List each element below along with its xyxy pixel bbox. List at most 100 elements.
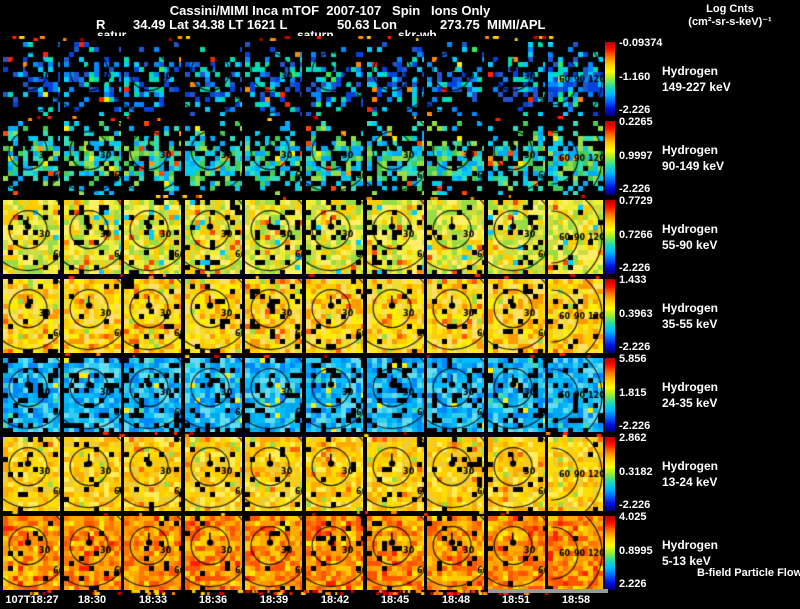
colorbar [605, 437, 615, 511]
event-tick-strip [3, 353, 604, 358]
colorbar-title-line2: (cm²-sr-s-keV)⁻¹ [688, 16, 772, 28]
heatmap-panel [306, 42, 363, 116]
heatmap-panel [367, 42, 424, 116]
time-axis-label: 18:30 [77, 594, 107, 606]
heatmap-panel [245, 358, 302, 432]
colorbar-scale-mid: 1.815 [619, 387, 647, 399]
time-axis-label: 18:51 [501, 594, 531, 606]
colorbar-scale-top: 0.7729 [619, 195, 653, 207]
heatmap-panel [245, 516, 302, 590]
heatmap-panel [488, 516, 545, 590]
heatmap-panel [367, 121, 424, 195]
heatmap-panel-wide [548, 358, 603, 432]
heatmap-panel [64, 121, 121, 195]
colorbar-scale-bottom: -2.226 [619, 420, 651, 432]
event-tick-strip-top [3, 36, 604, 41]
colorbar-scale-top: 5.856 [619, 353, 647, 365]
row-energy-label: 5-13 keV [662, 554, 711, 568]
heatmap-panel [124, 516, 181, 590]
heatmap-panel [427, 42, 484, 116]
heatmap-panel [3, 358, 60, 432]
colorbar-scale-mid: 0.3963 [619, 308, 653, 320]
colorbar [605, 121, 615, 195]
colorbar-scale-mid: 0.8995 [619, 545, 653, 557]
heatmap-panel-wide [548, 437, 603, 511]
heatmap-panel [64, 42, 121, 116]
row-species-label: Hydrogen [662, 64, 719, 78]
colorbar-title-line1: Log Cnts [706, 3, 754, 15]
colorbar [605, 516, 615, 590]
heatmap-panel [367, 200, 424, 274]
heatmap-panel-wide [548, 42, 603, 116]
colorbar-scale-mid: 0.7266 [619, 229, 653, 241]
heatmap-panel [124, 42, 181, 116]
figure-title: Cassini/MIMI Inca mTOF 2007-107 Spin Ion… [169, 3, 491, 18]
colorbar-scale-top: -0.09374 [619, 37, 663, 49]
row-energy-label: 55-90 keV [662, 238, 718, 252]
heatmap-panel [185, 437, 242, 511]
heatmap-panel [488, 437, 545, 511]
row-energy-label: 13-24 keV [662, 475, 718, 489]
heatmap-panel [488, 358, 545, 432]
ephemeris-r-lat-lt: 34.49 Lat 34.38 LT 1621 L [133, 17, 288, 32]
event-tick-strip [3, 432, 604, 437]
heatmap-panel [427, 279, 484, 353]
gray-bar [488, 589, 608, 593]
row-species-label: Hydrogen [662, 143, 719, 157]
heatmap-panel [185, 279, 242, 353]
colorbar-scale-bottom: -2.226 [619, 104, 651, 116]
row-species-label: Hydrogen [662, 459, 719, 473]
heatmap-panel-wide [548, 121, 603, 195]
time-axis-label: 18:39 [259, 594, 289, 606]
heatmap-panel [306, 121, 363, 195]
heatmap-panel [427, 200, 484, 274]
heatmap-panel [245, 200, 302, 274]
heatmap-panel [124, 121, 181, 195]
colorbar [605, 358, 615, 432]
row-energy-label: 24-35 keV [662, 396, 718, 410]
colorbar-scale-bottom: -2.226 [619, 341, 651, 353]
heatmap-panel [124, 437, 181, 511]
heatmap-panel [3, 516, 60, 590]
heatmap-panel [245, 437, 302, 511]
heatmap-panel [3, 279, 60, 353]
time-axis-label: 18:42 [320, 594, 350, 606]
heatmap-panel [124, 200, 181, 274]
heatmap-panel [306, 200, 363, 274]
heatmap-panel [3, 437, 60, 511]
row-energy-label: 149-227 keV [662, 80, 731, 94]
heatmap-panel [306, 516, 363, 590]
row-energy-label: 35-55 keV [662, 317, 718, 331]
colorbar [605, 42, 615, 116]
heatmap-panel [245, 42, 302, 116]
heatmap-panel [427, 516, 484, 590]
time-axis-label: 18:48 [441, 594, 471, 606]
colorbar-scale-bottom: -2.226 [619, 183, 651, 195]
heatmap-panel [3, 200, 60, 274]
heatmap-panel [185, 42, 242, 116]
heatmap-panel [306, 437, 363, 511]
heatmap-panel [245, 121, 302, 195]
heatmap-panel [306, 279, 363, 353]
event-tick-strip [3, 195, 604, 200]
heatmap-panel [367, 437, 424, 511]
colorbar-scale-bottom: 2.226 [619, 578, 647, 590]
colorbar-scale-top: 4.025 [619, 511, 647, 523]
heatmap-panel [64, 200, 121, 274]
heatmap-panel [245, 279, 302, 353]
heatmap-panel [427, 121, 484, 195]
heatmap-panel [306, 358, 363, 432]
time-axis-label: 107T18:27 [5, 594, 59, 606]
row-energy-label: 90-149 keV [662, 159, 725, 173]
colorbar [605, 200, 615, 274]
heatmap-panel [185, 121, 242, 195]
heatmap-panel [3, 42, 60, 116]
heatmap-panel [488, 279, 545, 353]
colorbar-scale-bottom: -2.226 [619, 499, 651, 511]
row-species-label: Hydrogen [662, 222, 719, 236]
heatmap-panel [64, 358, 121, 432]
time-axis-label: 18:33 [138, 594, 168, 606]
event-tick-strip-bottom [3, 590, 604, 595]
event-tick-strip [3, 116, 604, 121]
